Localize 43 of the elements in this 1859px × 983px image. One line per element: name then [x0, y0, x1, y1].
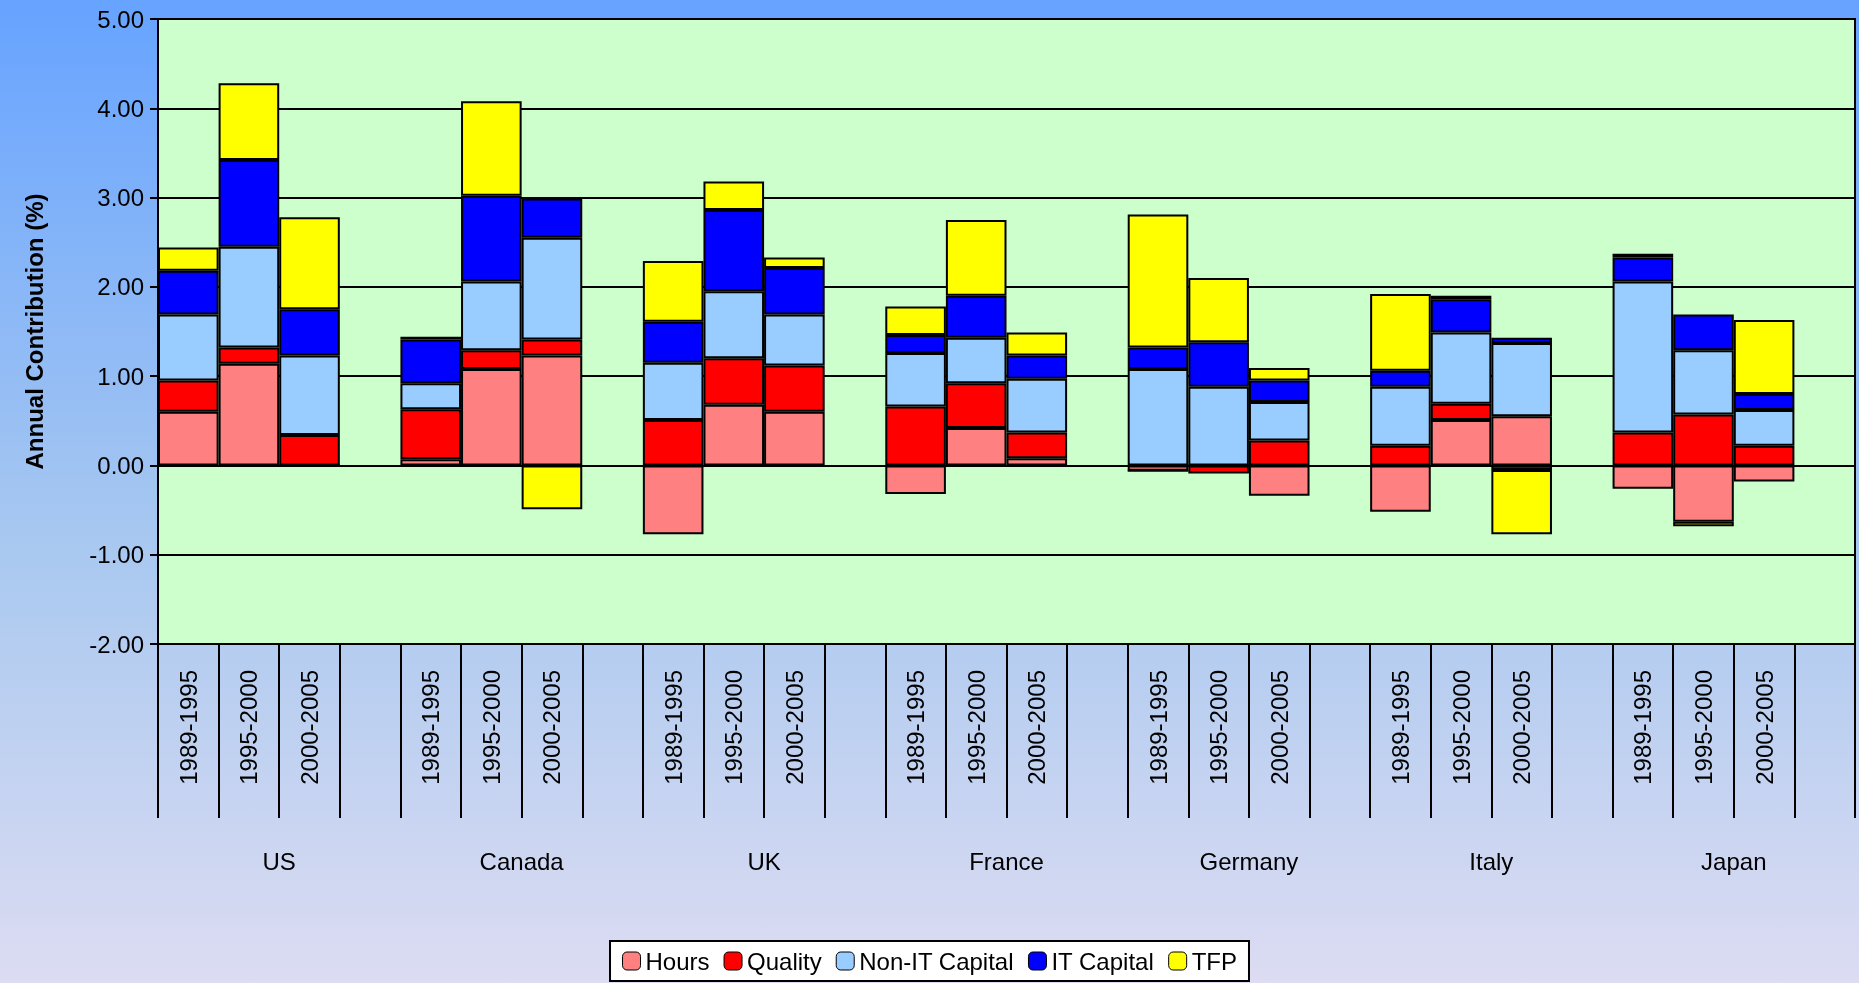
y-tick-label: 3.00: [97, 184, 144, 212]
y-axis-title: Annual Contribution (%): [20, 193, 48, 470]
x-tick-label: 1995-2000: [1205, 670, 1233, 785]
text: UK: [747, 847, 781, 875]
text: US: [262, 847, 296, 875]
x-tick-label: 1989-1995: [417, 670, 445, 785]
x-tick-label: 1995-2000: [720, 670, 748, 785]
bar: [1491, 469, 1552, 535]
x-tick-label: 1995-2000: [1447, 670, 1475, 785]
y-tick-label: -1.00: [89, 541, 144, 569]
y-tick-label: -2.00: [89, 630, 144, 658]
x-tick-label: 2000-2005: [538, 670, 566, 785]
text: Italy: [1469, 847, 1514, 875]
x-tick-label: 1989-1995: [902, 670, 930, 785]
legend-label: Non-IT Capital: [859, 947, 1014, 975]
text: Japan: [1701, 847, 1767, 875]
x-tick-label: 2000-2005: [296, 670, 324, 785]
x-tick-label: 2000-2005: [1750, 670, 1778, 785]
legend-label: TFP: [1191, 947, 1237, 975]
legend-label: Quality: [747, 947, 822, 975]
x-tick-label: 1995-2000: [235, 670, 263, 785]
x-tick-label: 1995-2000: [1689, 670, 1717, 785]
text: Germany: [1199, 847, 1299, 875]
x-tick-label: 2000-2005: [1023, 670, 1051, 785]
x-tick-label: 1989-1995: [174, 670, 202, 785]
x-tick-label: 1995-2000: [962, 670, 990, 785]
text: France: [969, 847, 1044, 875]
y-tick-label: 4.00: [97, 94, 144, 122]
y-tick-label: 0.00: [97, 451, 144, 479]
x-tick-label: 1989-1995: [1629, 670, 1657, 785]
legend-label: IT Capital: [1051, 947, 1154, 975]
y-tick-label: 2.00: [97, 273, 144, 301]
y-tick-label: 5.00: [97, 5, 144, 33]
x-tick-label: 2000-2005: [1265, 670, 1293, 785]
x-tick-label: 1989-1995: [1144, 670, 1172, 785]
x-tick-label: 1995-2000: [477, 670, 505, 785]
x-tick-label: 1989-1995: [659, 670, 687, 785]
text: Canada: [479, 847, 565, 875]
x-tick-label: 1989-1995: [1386, 670, 1414, 785]
x-tick-label: 2000-2005: [780, 670, 808, 785]
legend-label: Hours: [645, 947, 710, 975]
x-tick-label: 2000-2005: [1508, 670, 1536, 785]
y-tick-label: 1.00: [97, 362, 144, 390]
